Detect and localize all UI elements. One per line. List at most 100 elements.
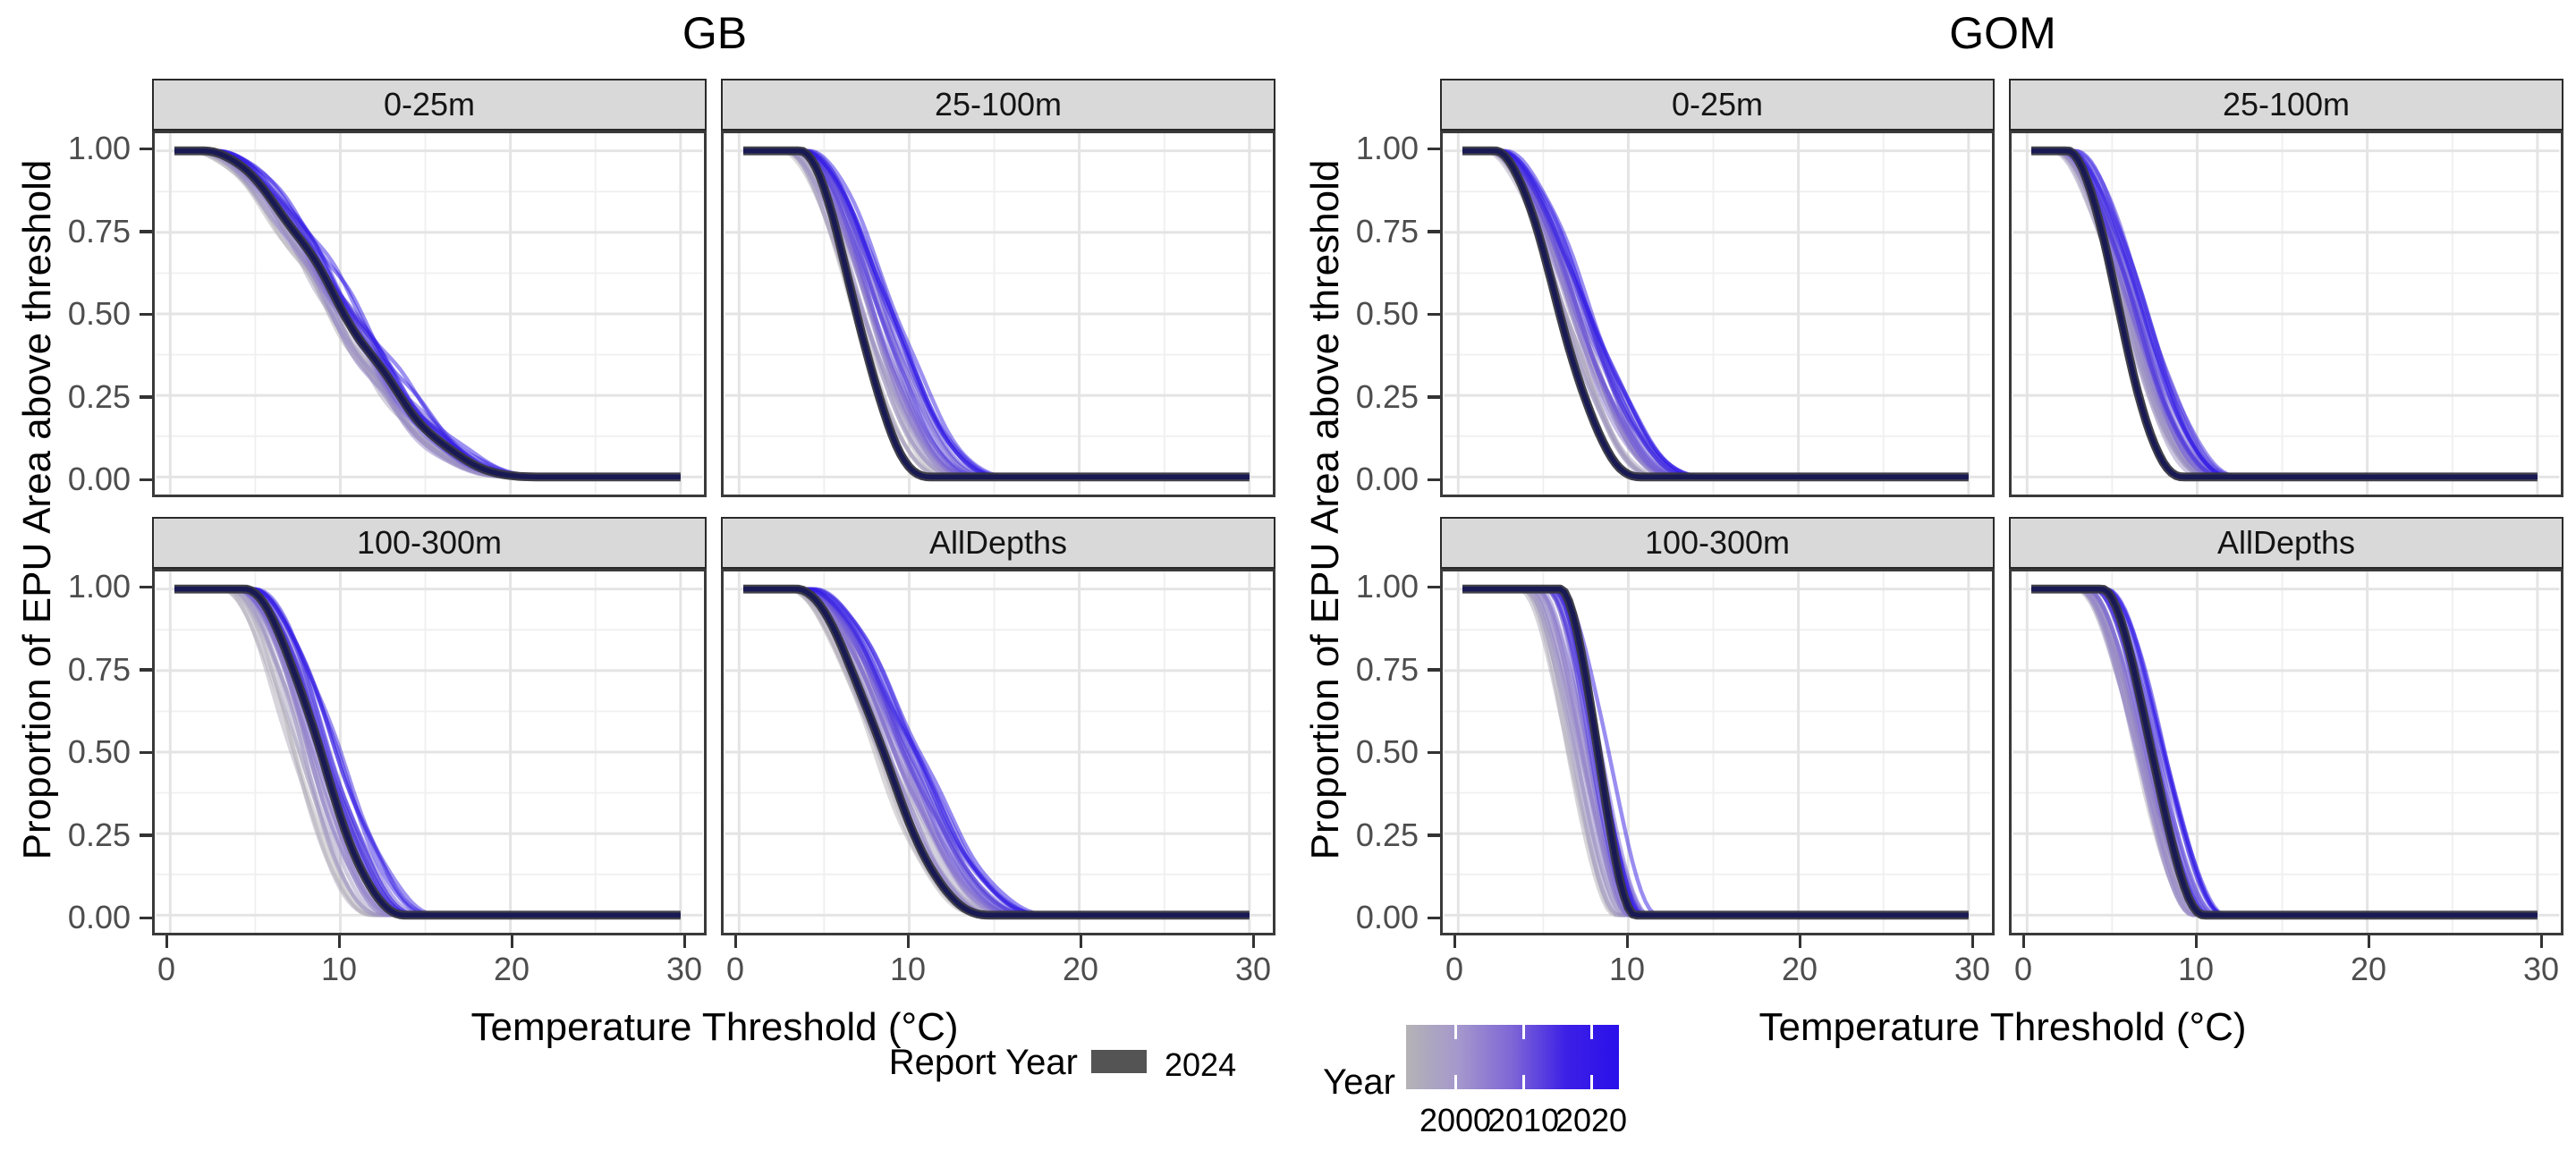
y-tick-mark [1428,750,1440,754]
y-tick-label: 1.00 [1355,130,1419,166]
colorbar-tick-mark [1590,1075,1593,1089]
y-tick-mark [1428,668,1440,672]
x-tick-label: 0 [1445,951,1464,987]
facet-strip-label: AllDepths [2216,524,2356,561]
x-tick-label: 20 [493,951,530,987]
y-tick-mark [1428,833,1440,837]
y-tick-label: 0.75 [1355,650,1419,688]
facet-strip-25-100m: 25-100m [2009,79,2563,131]
report-year-curve-inner [2031,586,2538,918]
facet-strip-100-300m: 100-300m [152,517,707,569]
y-tick-mark [140,750,152,754]
x-tick-mark [337,935,341,948]
report-year-curve-inner [174,586,681,918]
x-tick-mark [906,935,910,948]
y-tick-label: 0.50 [67,733,131,770]
colorbar-tick-label: 2000 [1419,1102,1492,1138]
x-axis-title-gb: Temperature Threshold (°C) [470,1005,959,1049]
y-tick-label: 0.75 [1355,212,1419,250]
facet-strip-label: AllDepths [928,524,1068,561]
facet-strip-0-25m: 0-25m [152,79,707,131]
y-tick-mark [1428,230,1440,233]
facet-panel-gom-100-300m [1440,569,1995,935]
colorbar-tick-mark [1454,1075,1457,1089]
y-tick-label: 1.00 [1355,568,1419,605]
report-year-curve-inner [1462,148,1969,480]
x-tick-mark [2539,935,2543,948]
facet-strip-label: 100-300m [356,524,503,561]
colorbar-tick-mark [1522,1025,1525,1039]
colorbar-tick-label: 2020 [1555,1102,1628,1138]
y-tick-mark [140,147,152,150]
colorbar-tick-mark [1522,1075,1525,1089]
y-tick-mark [140,395,152,399]
facet-panel-gom-25-100m [2009,131,2563,497]
x-tick-label: 0 [2013,951,2033,987]
y-tick-label: 1.00 [67,130,131,166]
facet-strip-label: 25-100m [2222,86,2351,123]
year-gradient-colorbar [1406,1025,1619,1089]
report-year-curve-inner [174,148,681,480]
y-tick-label: 0.50 [67,295,131,332]
facet-strip-label: 0-25m [1671,86,1764,123]
y-tick-mark [1428,585,1440,588]
x-tick-mark [1798,935,1801,948]
facet-panel-gb-100-300m [152,569,707,935]
colorbar-tick-mark [1590,1025,1593,1039]
x-tick-mark [165,935,168,948]
y-tick-mark [1428,395,1440,399]
colorbar-tick-mark [1454,1025,1457,1039]
x-tick-mark [1453,935,1456,948]
x-tick-label: 0 [157,951,176,987]
y-tick-label: 0.25 [1355,377,1419,415]
facet-strip-alldepths: AllDepths [2009,517,2563,569]
x-tick-mark [1970,935,1974,948]
facet-strip-alldepths: AllDepths [721,517,1275,569]
y-tick-mark [140,312,152,316]
y-tick-label: 0.50 [1355,733,1419,770]
x-axis-title-gom: Temperature Threshold (°C) [1758,1005,2247,1049]
report-year-curve-inner [743,148,1250,480]
x-tick-mark [510,935,513,948]
x-tick-mark [1079,935,1082,948]
x-tick-label: 10 [320,951,358,987]
plot-title-gb: GB [682,8,748,58]
y-tick-label: 0.00 [1355,899,1419,935]
y-tick-label: 0.25 [67,377,131,415]
report-year-legend-title: Report Year [888,1043,1078,1082]
facet-strip-label: 100-300m [1644,524,1791,561]
x-tick-label: 30 [665,951,703,987]
facet-panel-gb-25-100m [721,131,1275,497]
x-tick-mark [1251,935,1255,948]
x-tick-label: 10 [1608,951,1646,987]
x-tick-mark [733,935,737,948]
x-tick-mark [1625,935,1629,948]
x-tick-mark [2021,935,2025,948]
year-gradient-tick-labels: 2000 2010 2020 [1406,1102,1627,1138]
y-tick-mark [140,478,152,481]
y-tick-label: 0.25 [1355,816,1419,853]
report-year-curve-inner [743,586,1250,918]
facet-strip-0-25m: 0-25m [1440,79,1995,131]
x-tick-label: 20 [1062,951,1099,987]
facet-panel-gom-0-25m [1440,131,1995,497]
y-tick-mark [140,585,152,588]
x-tick-label: 20 [1781,951,1818,987]
report-year-curve-inner [2031,148,2538,480]
y-tick-label: 0.25 [67,816,131,853]
x-tick-label: 0 [725,951,745,987]
report-year-swatch [1091,1050,1147,1073]
y-tick-label: 0.00 [67,461,131,497]
y-tick-mark [140,668,152,672]
year-legend-title: Year [1323,1062,1395,1102]
x-tick-label: 20 [2350,951,2387,987]
x-tick-mark [682,935,686,948]
facet-strip-label: 25-100m [934,86,1063,123]
facet-panel-gb-alldepths [721,569,1275,935]
y-tick-mark [140,833,152,837]
y-tick-mark [140,230,152,233]
report-year-curve-inner [1462,586,1969,918]
y-tick-label: 0.00 [67,899,131,935]
facet-strip-100-300m: 100-300m [1440,517,1995,569]
